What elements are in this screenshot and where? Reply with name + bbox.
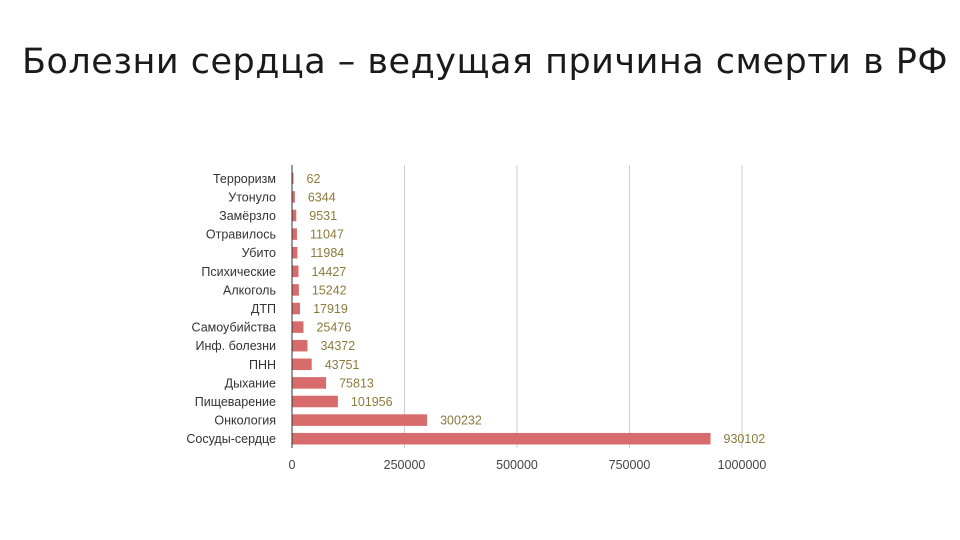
value-label: 11984: [310, 246, 344, 260]
value-label: 930102: [724, 432, 766, 446]
category-label: Пищеварение: [195, 395, 276, 409]
category-label: Утонуло: [228, 190, 276, 204]
value-labels: 62 6344 9531 11047 11984 14427 15242 17919 25476…: [307, 172, 766, 446]
x-tick-label: 1000000: [718, 458, 767, 472]
value-label: 34372: [320, 339, 355, 353]
category-label: Сосуды-сердце: [186, 432, 276, 446]
value-label: 25476: [316, 321, 351, 335]
x-tick-label: 0: [289, 458, 296, 472]
slide-title: Болезни сердца – ведущая причина смерти …: [22, 42, 948, 82]
bar: [292, 358, 312, 371]
bar: [292, 246, 298, 259]
gridlines: [404, 165, 743, 448]
category-label: Алкоголь: [223, 283, 276, 297]
category-label: Самоубийства: [192, 321, 277, 335]
category-label: Отравилось: [206, 228, 276, 242]
value-label: 9531: [309, 209, 337, 223]
x-tick-label: 750000: [609, 458, 651, 472]
category-label: ДТП: [251, 302, 276, 316]
category-label: Замёрзло: [219, 209, 276, 223]
bar: [292, 414, 428, 426]
value-label: 62: [307, 172, 321, 186]
bar: [292, 395, 338, 408]
value-label: 300232: [440, 414, 482, 428]
category-label: Инф. болезни: [195, 339, 276, 353]
bar: [292, 377, 327, 389]
category-label: Онкология: [214, 414, 276, 428]
bar: [292, 284, 299, 296]
bar: [292, 209, 297, 222]
value-label: 75813: [339, 376, 374, 390]
bar: [292, 321, 304, 333]
bar: [292, 172, 294, 185]
bar: [292, 432, 711, 445]
category-label: Убито: [242, 246, 276, 260]
value-label: 101956: [351, 395, 393, 409]
category-label: Дыхание: [225, 376, 276, 390]
bars: [292, 172, 711, 445]
value-label: 11047: [310, 228, 344, 242]
value-label: 43751: [325, 358, 360, 372]
bar: [292, 302, 301, 315]
value-label: 14427: [311, 265, 346, 279]
category-labels: Терроризм Утонуло Замёрзло Отравилось Убито П…: [186, 172, 276, 446]
x-tick-label: 250000: [384, 458, 426, 472]
category-label: Психические: [201, 265, 276, 279]
value-label: 6344: [308, 190, 336, 204]
bar: [292, 228, 297, 240]
bar: [292, 265, 299, 278]
x-tick-label: 500000: [496, 458, 538, 472]
value-label: 17919: [313, 302, 348, 316]
bar: [292, 191, 295, 203]
category-label: ПНН: [249, 358, 276, 372]
bar: [292, 339, 308, 352]
x-axis-ticks: 0 250000 500000 750000 1000000: [289, 458, 767, 472]
category-label: Терроризм: [213, 172, 276, 186]
value-label: 15242: [312, 283, 347, 297]
